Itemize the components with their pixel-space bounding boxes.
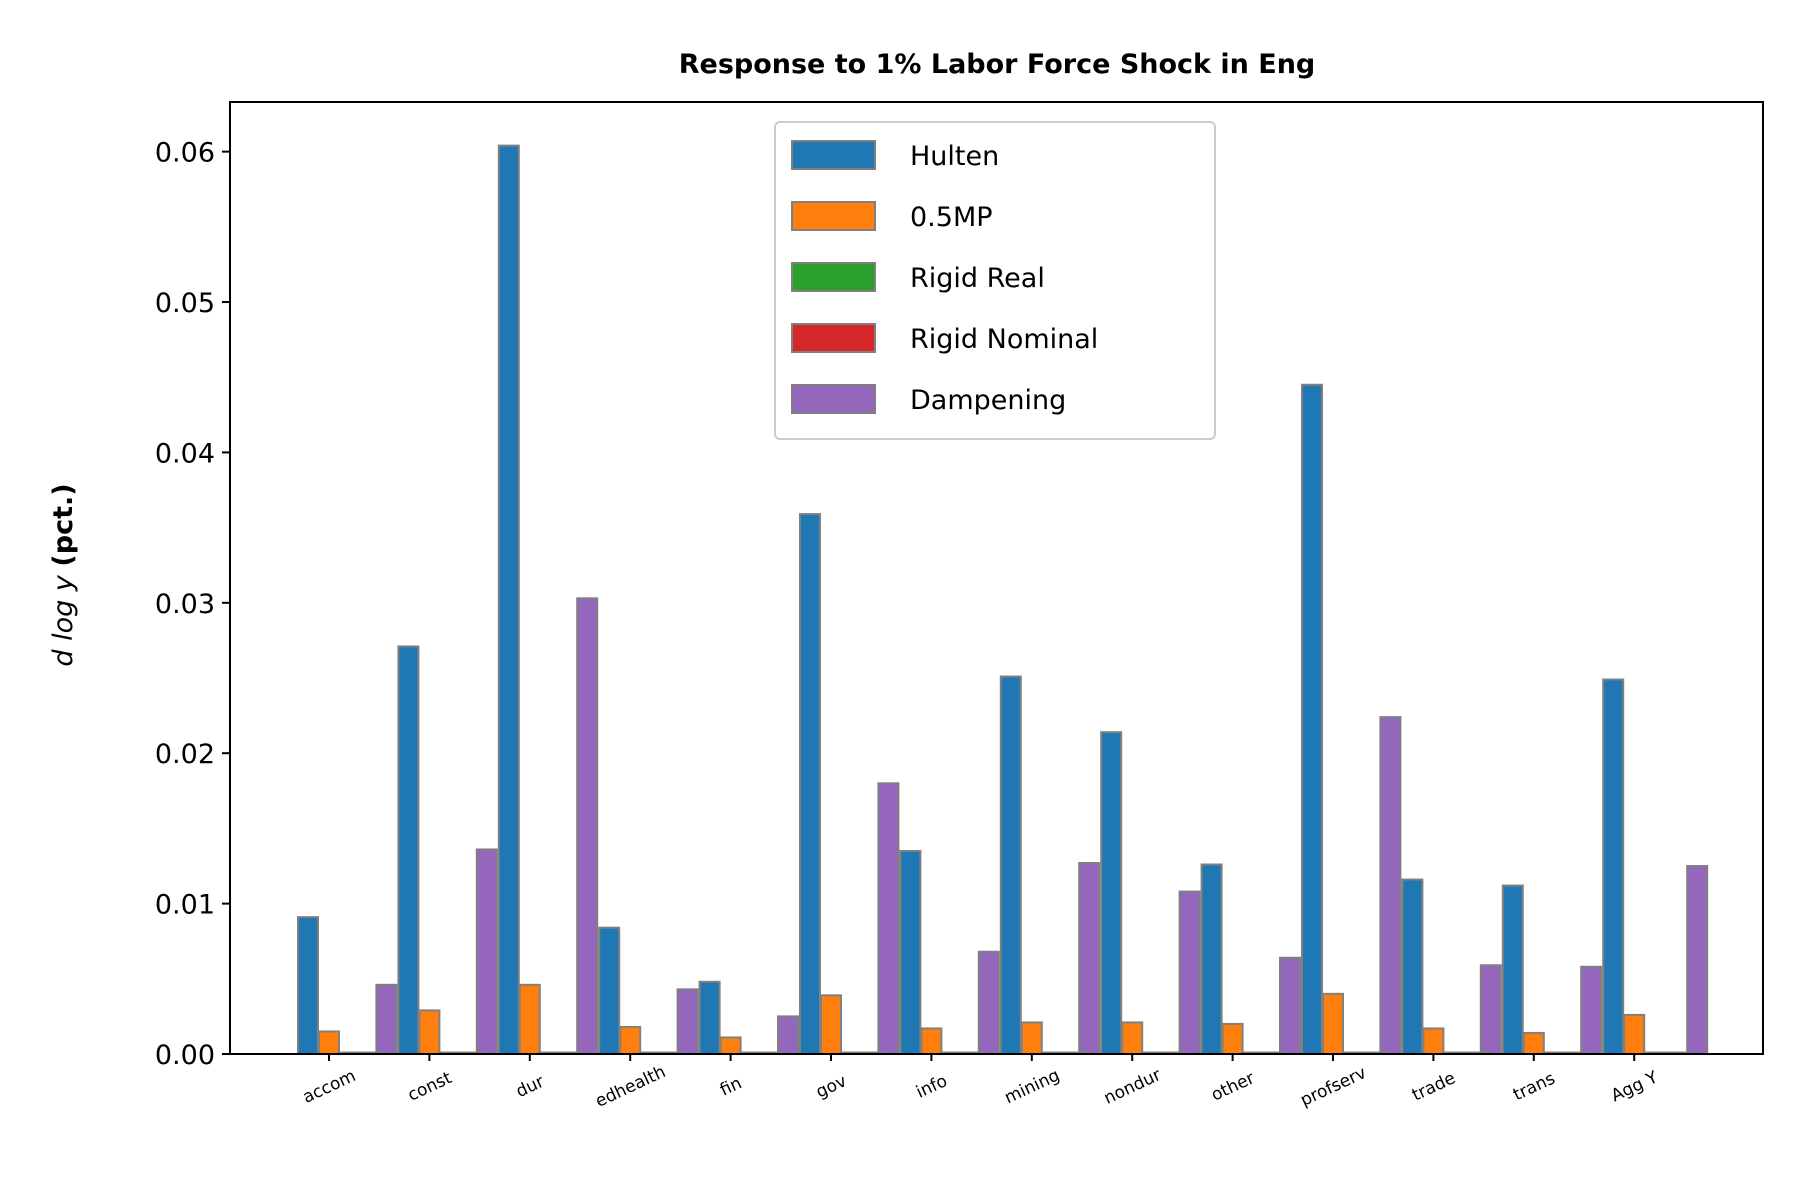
legend-label-dampening: Dampening: [910, 385, 1066, 416]
bar-0-5mp-gov: [820, 994, 842, 1055]
bar-dampening-trade: [1379, 716, 1402, 1055]
y-axis-label-unit: (pct.): [48, 483, 79, 566]
y-tick-label: 0.06: [155, 138, 215, 169]
bar-0-5mp-agg-y: [1623, 1013, 1646, 1056]
y-tick-label: 0.00: [155, 1040, 215, 1071]
bar-0-5mp-fin: [719, 1036, 742, 1055]
y-axis: 0.00 0.01 0.02 0.03 0.04 0.05 0.06: [155, 138, 230, 1071]
bar-hulten-gov: [799, 513, 821, 1055]
bar-hulten-agg-y: [1602, 678, 1625, 1056]
y-tick-label: 0.05: [155, 288, 215, 319]
bar-dampening-const: [375, 983, 398, 1056]
chart-title: Response to 1% Labor Force Shock in Eng: [679, 49, 1316, 80]
y-tick-label: 0.02: [155, 739, 215, 770]
legend-swatch-hulten: [791, 140, 876, 170]
bar-dampening-nondur: [1078, 862, 1101, 1055]
y-axis-label-math: d log y: [48, 567, 79, 667]
bar-0-5mp-const: [418, 1009, 441, 1056]
legend-swatch-rigid-nominal: [791, 323, 876, 353]
bar-dampening-edhealth: [576, 597, 599, 1055]
bar-dampening-profserv: [1279, 956, 1301, 1055]
bar-dampening-info: [877, 782, 900, 1055]
bar-dampening-mining: [977, 950, 1000, 1055]
legend-label-rigid-real: Rigid Real: [910, 263, 1045, 294]
y-axis-label: d log y (pct.): [48, 483, 79, 666]
bar-hulten-edhealth: [598, 926, 621, 1055]
bar-dampening-agg-y: [1580, 965, 1603, 1056]
legend-swatch-dampening: [791, 384, 876, 414]
bar-0-5mp-dur: [518, 983, 541, 1056]
bar-dampening-other: [1178, 890, 1201, 1055]
bar-0-5mp-other: [1221, 1022, 1244, 1055]
bar-0-5mp-profserv: [1322, 992, 1344, 1056]
bar-dampening-dur: [475, 848, 498, 1056]
bar-hulten-other: [1200, 863, 1223, 1055]
bar-0-5mp-edhealth: [619, 1025, 642, 1056]
bar-hulten-dur: [497, 144, 520, 1056]
bar-dampening-gov: [777, 1015, 799, 1056]
bar-hulten-trans: [1501, 884, 1524, 1055]
legend-swatch-rigid-real: [791, 262, 876, 292]
bar-0-5mp-trade: [1422, 1027, 1445, 1056]
bar-dampening-trans: [1479, 964, 1502, 1056]
bar-hulten-info: [899, 849, 922, 1055]
legend-box: [774, 121, 1216, 440]
bar-dampening-agg-y-extra: [1686, 865, 1709, 1056]
bar-hulten-profserv: [1301, 383, 1323, 1055]
bar-0-5mp-accom: [318, 1030, 340, 1055]
bar-0-5mp-info: [920, 1027, 943, 1056]
y-tick-label: 0.04: [155, 438, 215, 469]
bar-hulten-trade: [1401, 878, 1424, 1055]
bar-0-5mp-nondur: [1121, 1021, 1144, 1055]
legend: Hulten 0.5MP Rigid Real Rigid Nominal Dampen…: [774, 121, 1216, 440]
legend-label-0-5mp: 0.5MP: [910, 202, 993, 233]
bar-dampening-fin: [676, 988, 699, 1056]
legend-swatch-0-5mp: [791, 201, 876, 231]
bar-0-5mp-mining: [1020, 1021, 1043, 1055]
y-tick-label: 0.01: [155, 890, 215, 921]
bar-hulten-const: [397, 645, 420, 1055]
plot-frame: [229, 101, 1764, 1055]
legend-label-hulten: Hulten: [910, 141, 999, 172]
bar-hulten-nondur: [1100, 731, 1123, 1056]
bar-hulten-fin: [698, 980, 721, 1055]
bar-hulten-mining: [999, 675, 1022, 1055]
legend-label-rigid-nominal: Rigid Nominal: [910, 324, 1098, 355]
y-tick-label: 0.03: [155, 589, 215, 620]
bar-0-5mp-trans: [1522, 1031, 1545, 1055]
bar-hulten-accom: [297, 916, 319, 1056]
